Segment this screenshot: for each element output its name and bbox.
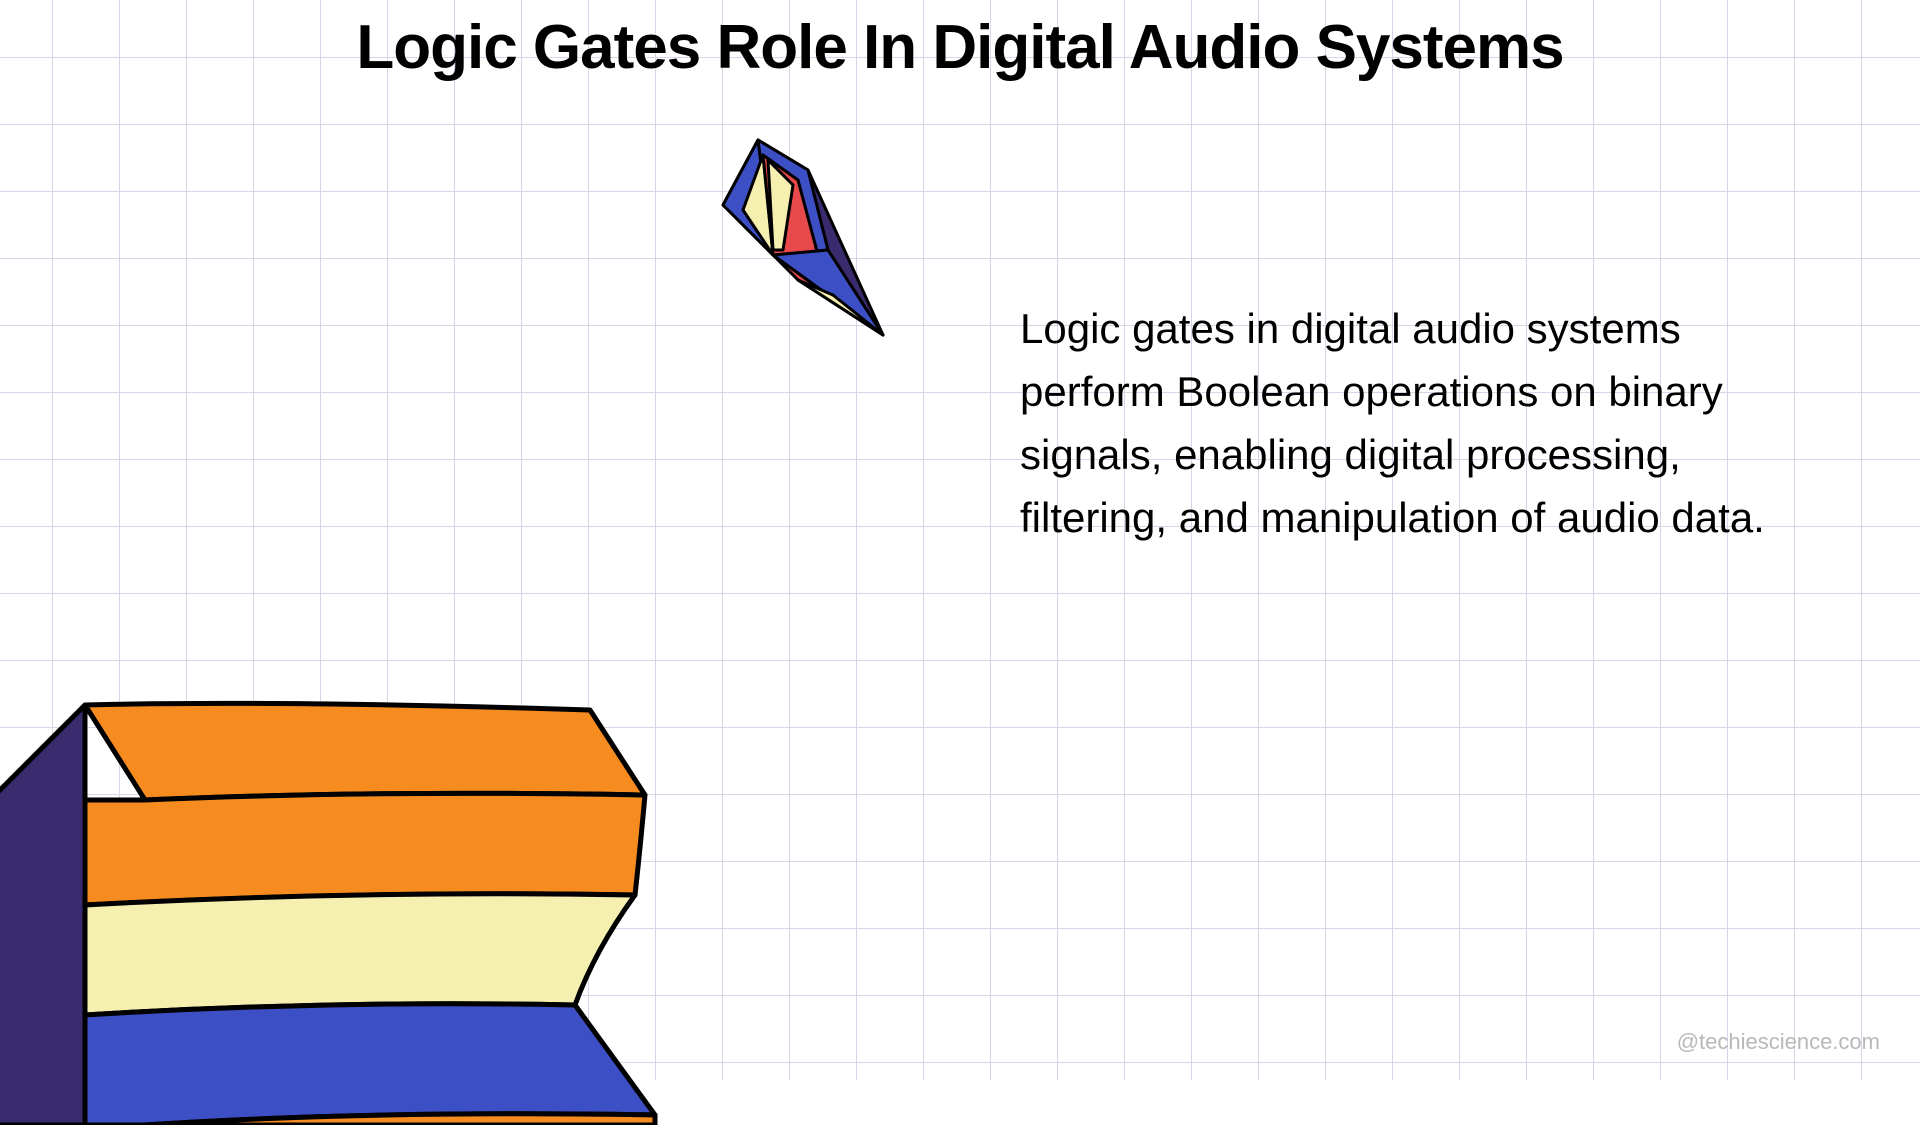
page-title: Logic Gates Role In Digital Audio System… bbox=[0, 12, 1920, 83]
crystal-icon bbox=[713, 135, 898, 350]
body-text: Logic gates in digital audio systems per… bbox=[1020, 297, 1780, 549]
stack-icon bbox=[0, 695, 695, 1130]
attribution: @techiescience.com bbox=[1677, 1029, 1880, 1055]
